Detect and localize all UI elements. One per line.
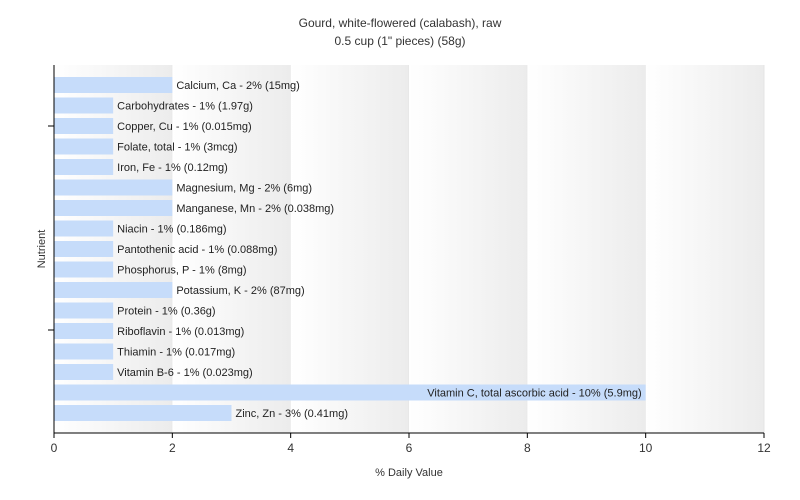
- y-axis-label: Nutrient: [36, 230, 48, 269]
- bar-label: Vitamin C, total ascorbic acid - 10% (5.…: [427, 388, 641, 400]
- bar-label: Zinc, Zn - 3% (0.41mg): [236, 408, 348, 420]
- bar: [54, 364, 114, 380]
- bar-label: Pantothenic acid - 1% (0.088mg): [117, 244, 277, 256]
- x-tick-label: 12: [757, 441, 771, 455]
- grid-band: [172, 65, 291, 433]
- bar-label: Folate, total - 1% (3mcg): [117, 142, 237, 154]
- chart-title: Gourd, white-flowered (calabash), raw: [299, 16, 502, 30]
- bar-label: Riboflavin - 1% (0.013mg): [117, 326, 244, 338]
- x-tick-label: 0: [51, 441, 58, 455]
- bar-label: Copper, Cu - 1% (0.015mg): [117, 121, 252, 133]
- bar: [54, 241, 114, 257]
- x-ticks-group: 0 2 4 6 8 10 12: [51, 433, 771, 455]
- bar-label: Iron, Fe - 1% (0.12mg): [117, 162, 228, 174]
- grid-band: [409, 65, 528, 433]
- bar-label: Calcium, Ca - 2% (15mg): [176, 80, 299, 92]
- bar: [54, 77, 173, 93]
- bars-group: Calcium, Ca - 2% (15mg) Carbohydrates - 1…: [54, 77, 646, 421]
- bar: [54, 261, 114, 278]
- x-tick-label: 4: [287, 441, 294, 455]
- bar-label: Vitamin B-6 - 1% (0.023mg): [117, 367, 253, 379]
- bar-label: Niacin - 1% (0.186mg): [117, 224, 226, 236]
- bar-label: Phosphorus, P - 1% (8mg): [117, 265, 246, 277]
- bar-label: Thiamin - 1% (0.017mg): [117, 347, 235, 359]
- grid-band: [527, 65, 646, 433]
- chart-subtitle: 0.5 cup (1" pieces) (58g): [335, 34, 466, 48]
- bar-label: Manganese, Mn - 2% (0.038mg): [176, 203, 334, 215]
- bar: [54, 200, 173, 216]
- x-tick-label: 8: [524, 441, 531, 455]
- bar: [54, 323, 114, 339]
- bar: [54, 405, 232, 421]
- bar-label: Protein - 1% (0.36g): [117, 306, 215, 318]
- bar-label: Magnesium, Mg - 2% (6mg): [176, 183, 312, 195]
- bar: [54, 343, 114, 360]
- x-tick-label: 6: [406, 441, 413, 455]
- bar-label: Potassium, K - 2% (87mg): [176, 285, 304, 297]
- bar: [54, 384, 646, 401]
- grid-band: [645, 65, 764, 433]
- bar: [54, 97, 114, 114]
- bar: [54, 138, 114, 155]
- x-axis-label: % Daily Value: [375, 467, 443, 479]
- bar: [54, 159, 114, 175]
- bar: [54, 118, 114, 134]
- grid-band: [290, 65, 409, 433]
- bar: [54, 282, 173, 298]
- x-tick-label: 10: [639, 441, 653, 455]
- bar: [54, 220, 114, 237]
- x-tick-label: 2: [169, 441, 176, 455]
- grid-bands: [54, 65, 765, 433]
- bar: [54, 179, 173, 196]
- bar-label: Carbohydrates - 1% (1.97g): [117, 101, 253, 113]
- bar: [54, 302, 114, 319]
